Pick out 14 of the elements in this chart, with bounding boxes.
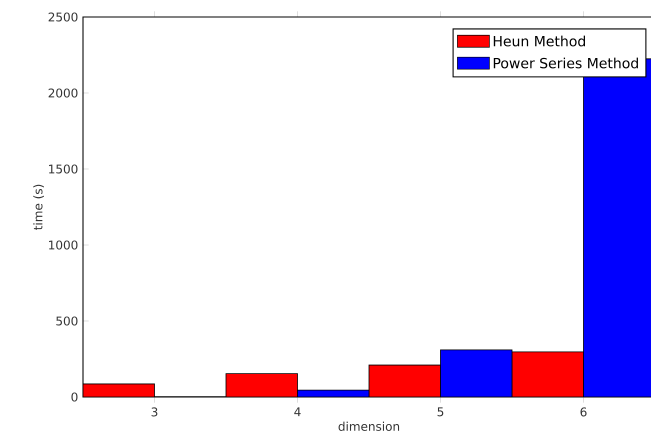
- legend-label: Heun Method: [494, 36, 585, 46]
- x-tick-label: 3: [152, 407, 158, 416]
- y-tick-label: 1000: [49, 240, 78, 250]
- y-tick-label: 2500: [48, 12, 78, 22]
- y-tick-label: 0: [71, 392, 78, 402]
- legend-label: Power Series Method: [494, 58, 638, 68]
- y-tick-label: 500: [56, 316, 78, 326]
- x-tick-label: 4: [294, 407, 301, 416]
- y-tick-label: 1500: [49, 164, 78, 174]
- y-tick-label: 2000: [48, 88, 78, 98]
- x-tick-label: 5: [438, 407, 444, 416]
- y-axis-title: time (s): [33, 184, 44, 230]
- x-tick-label: 6: [580, 407, 587, 416]
- x-axis-title: dimension: [338, 422, 400, 431]
